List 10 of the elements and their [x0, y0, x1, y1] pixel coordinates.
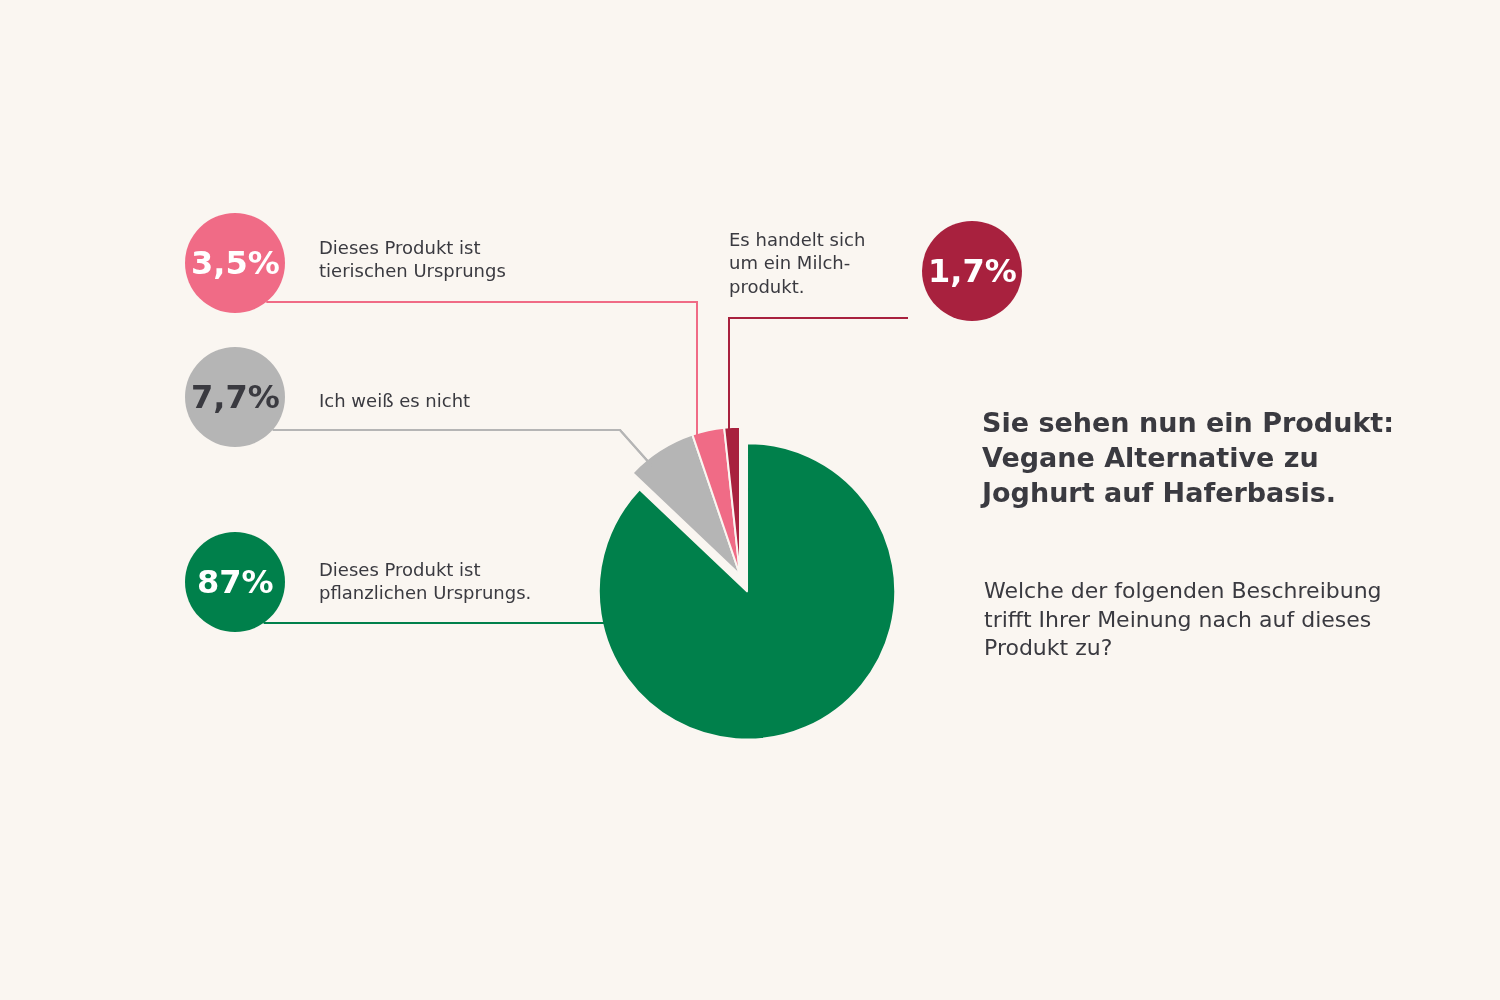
data-label: 7,7%	[191, 378, 280, 416]
data-label: 3,5%	[191, 244, 280, 282]
data-label: 1,7%	[928, 252, 1017, 290]
text: Sie sehen nun ein Produkt: Vegane Alternative zu Joghurt auf Haferbasis.	[980, 407, 1395, 509]
slice-label: Es handelt sich um ein Milch- produkt.	[729, 229, 866, 297]
text: Welche der folgenden Beschreibung trifft Ihrer Meinung nach auf dieses Produkt zu?	[984, 578, 1382, 661]
slice-label: Dieses Produkt ist pflanzlichen Ursprungs.	[319, 559, 532, 604]
data-label: 87%	[197, 563, 274, 601]
slice-label: Dieses Produkt ist tierischen Ursprungs	[319, 237, 506, 282]
slice-label: Ich weiß es nicht	[319, 390, 471, 411]
